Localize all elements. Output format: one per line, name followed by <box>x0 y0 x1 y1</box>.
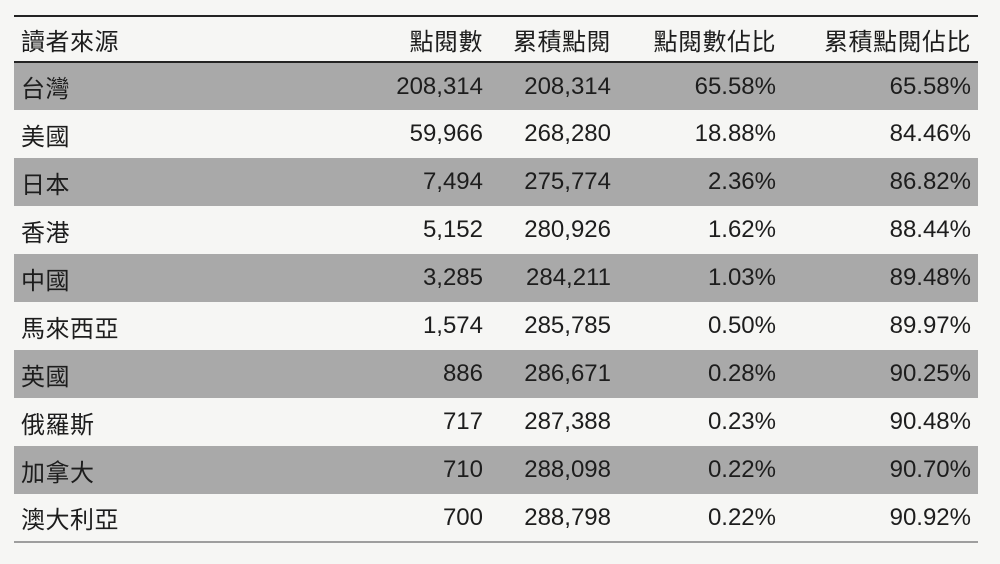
table-body: 台灣 208,314 208,314 65.58% 65.58% 美國 59,966 268,… <box>14 62 978 542</box>
table-row: 美國 59,966 268,280 18.88% 84.46% <box>14 110 978 158</box>
cell-views-share: 0.22% <box>707 456 776 483</box>
cell-cumulative-share: 90.25% <box>889 360 971 387</box>
cell-cumulative-views: 288,098 <box>524 456 611 483</box>
column-header-cumulative-share: 累積點閱佔比 <box>783 16 978 63</box>
cell-views: 1,574 <box>422 312 483 339</box>
cell-cumulative-share: 90.70% <box>889 456 971 483</box>
cell-views: 700 <box>442 503 483 531</box>
cell-views: 7,494 <box>422 168 483 195</box>
cell-cumulative-views: 280,926 <box>524 216 611 243</box>
cell-cumulative-share: 89.97% <box>889 312 971 339</box>
cell-views-share: 1.62% <box>707 216 776 243</box>
cell-views: 59,966 <box>409 120 483 147</box>
cell-views-share: 65.58% <box>694 72 776 100</box>
cell-views: 208,314 <box>396 72 483 100</box>
cell-source: 澳大利亞 <box>21 507 119 534</box>
cell-views-share: 2.36% <box>707 168 776 195</box>
cell-cumulative-views: 285,785 <box>524 312 611 339</box>
cell-views: 3,285 <box>422 264 483 291</box>
cell-cumulative-share: 90.92% <box>889 503 971 531</box>
cell-cumulative-share: 89.48% <box>889 264 971 291</box>
table-row: 澳大利亞 700 288,798 0.22% 90.92% <box>14 494 978 542</box>
reader-source-table: 讀者來源 點閱數 累積點閱 點閱數佔比 累積點閱佔比 台灣 208,314 208,314 6… <box>14 15 978 543</box>
cell-source: 美國 <box>21 123 70 151</box>
cell-cumulative-views: 284,211 <box>526 264 611 291</box>
table-row: 英國 886 286,671 0.28% 90.25% <box>14 350 978 398</box>
cell-source: 英國 <box>21 363 70 391</box>
cell-views-share: 0.50% <box>707 312 776 339</box>
cell-cumulative-views: 275,774 <box>524 168 611 195</box>
table-header: 讀者來源 點閱數 累積點閱 點閱數佔比 累積點閱佔比 <box>14 16 978 63</box>
table-row: 香港 5,152 280,926 1.62% 88.44% <box>14 206 978 254</box>
cell-views: 886 <box>442 360 483 387</box>
cell-views-share: 0.23% <box>707 408 776 435</box>
cell-views: 710 <box>442 456 483 483</box>
cell-views-share: 1.03% <box>707 264 776 291</box>
table-row: 台灣 208,314 208,314 65.58% 65.58% <box>14 62 978 110</box>
table-row: 馬來西亞 1,574 285,785 0.50% 89.97% <box>14 302 978 350</box>
cell-cumulative-views: 287,388 <box>524 408 611 435</box>
table-row: 中國 3,285 284,211 1.03% 89.48% <box>14 254 978 302</box>
header-row: 讀者來源 點閱數 累積點閱 點閱數佔比 累積點閱佔比 <box>14 16 978 63</box>
table-row: 加拿大 710 288,098 0.22% 90.70% <box>14 446 978 494</box>
cell-source: 日本 <box>21 171 70 199</box>
column-header-source: 讀者來源 <box>14 16 360 63</box>
cell-source: 俄羅斯 <box>21 411 95 439</box>
cell-cumulative-share: 84.46% <box>889 120 971 147</box>
column-header-views: 點閱數 <box>360 16 490 63</box>
cell-cumulative-share: 88.44% <box>889 216 971 243</box>
cell-source: 香港 <box>21 219 70 247</box>
table-row: 日本 7,494 275,774 2.36% 86.82% <box>14 158 978 206</box>
column-header-views-share: 點閱數佔比 <box>618 16 783 63</box>
cell-views: 5,152 <box>422 216 483 243</box>
cell-views-share: 0.22% <box>707 503 776 531</box>
cell-cumulative-views: 286,671 <box>524 360 611 387</box>
cell-views-share: 0.28% <box>707 360 776 387</box>
cell-cumulative-share: 90.48% <box>889 408 971 435</box>
cell-views-share: 18.88% <box>694 120 776 147</box>
table-row: 俄羅斯 717 287,388 0.23% 90.48% <box>14 398 978 446</box>
cell-cumulative-views: 288,798 <box>524 503 611 531</box>
cell-cumulative-share: 65.58% <box>889 72 971 100</box>
column-header-cumulative-views: 累積點閱 <box>490 16 618 63</box>
cell-source: 台灣 <box>21 76 70 103</box>
cell-cumulative-share: 86.82% <box>889 168 971 195</box>
cell-cumulative-views: 268,280 <box>524 120 611 147</box>
cell-source: 馬來西亞 <box>21 315 119 343</box>
cell-source: 加拿大 <box>21 459 95 487</box>
cell-cumulative-views: 208,314 <box>524 72 611 100</box>
cell-source: 中國 <box>21 267 70 295</box>
cell-views: 717 <box>442 408 483 435</box>
